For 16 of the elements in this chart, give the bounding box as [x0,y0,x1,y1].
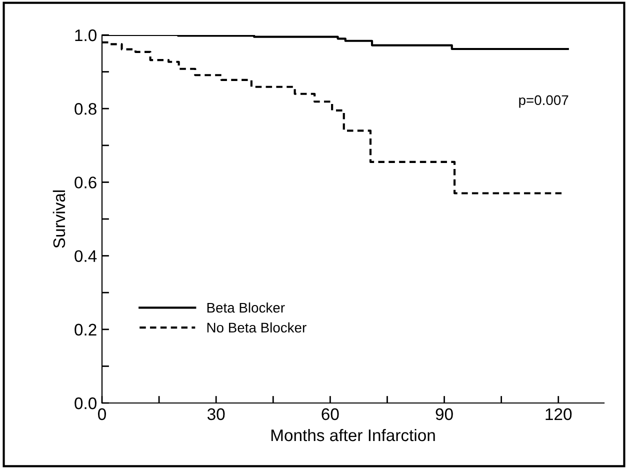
x-axis-title: Months after Infarction [271,428,435,442]
y-tick-label: 0.0 [74,397,96,410]
x-tick-label: 30 [207,408,225,420]
annotation: p=0.007 [519,95,568,108]
y-tick-label: 0.8 [74,103,96,115]
y-tick-label: 0.6 [74,176,96,188]
y-axis-title: Survival [52,190,66,248]
y-tick-label: 0.2 [74,324,96,336]
x-tick-label: 90 [436,408,453,420]
legend-label: No Beta Blocker [207,322,306,333]
y-tick-label: 1.0 [75,29,96,42]
x-tick-label: 120 [546,408,572,420]
x-tick-label: 0 [98,408,106,420]
x-tick-label: 60 [322,408,339,420]
legend-label: Beta Blocker [207,302,285,313]
y-tick-label: 0.4 [74,250,97,262]
